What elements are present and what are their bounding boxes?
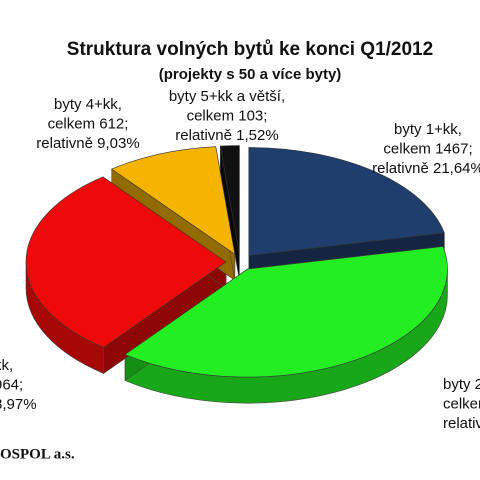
slice — [248, 147, 445, 256]
data-label: relativně 1,52% — [175, 127, 278, 144]
data-label: relativně 9,03% — [36, 135, 139, 152]
data-label: byty 1+kk, — [394, 121, 462, 138]
data-label: relativně 21,64% — [372, 160, 480, 177]
chart-title: Struktura volných bytů ke konci Q1/2012 — [67, 39, 433, 60]
data-label: kk, — [0, 357, 13, 374]
data-label: relativně — [443, 415, 480, 432]
data-label: celkem 612; — [48, 115, 129, 132]
data-label: celkem 1467; — [383, 140, 472, 157]
data-label: byty 4+kk, — [54, 96, 122, 113]
data-label: celkem 103; — [187, 107, 268, 124]
footer: OSPOL a.s. — [0, 446, 75, 462]
slice — [124, 246, 448, 378]
data-label: celkem — [443, 395, 480, 412]
data-label: byty 2 — [443, 376, 480, 393]
slice — [111, 146, 236, 255]
slice — [25, 176, 227, 348]
data-label: byty 5+kk a větší, — [169, 88, 285, 105]
data-label: 8,97% — [0, 396, 37, 413]
chart-subtitle: (projekty s 50 a více byty) — [159, 66, 342, 83]
slice — [219, 145, 240, 254]
data-label: 964; — [0, 376, 23, 393]
